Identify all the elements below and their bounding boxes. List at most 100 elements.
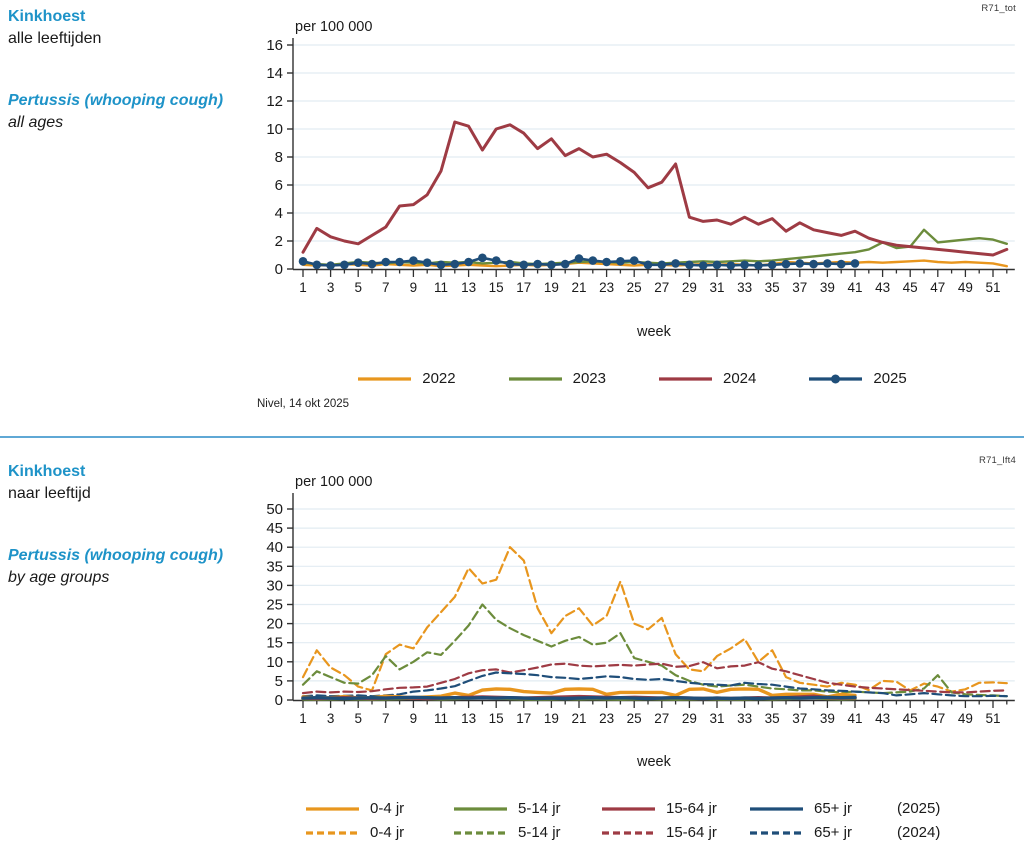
svg-text:47: 47 [930, 711, 945, 726]
svg-text:19: 19 [544, 280, 559, 295]
svg-text:27: 27 [654, 280, 669, 295]
top-x-axis-labels: 1357911131517192123252729313335373941434… [299, 270, 1007, 296]
svg-text:5: 5 [275, 673, 283, 690]
svg-text:5: 5 [354, 280, 362, 295]
svg-text:3: 3 [327, 280, 335, 295]
svg-text:3: 3 [327, 711, 335, 726]
svg-text:9: 9 [410, 711, 418, 726]
legend-line-swatch [749, 802, 804, 816]
legend-item-0-4-jr-2025: 0-4 jr [305, 800, 453, 817]
svg-text:7: 7 [382, 280, 390, 295]
top-y-unit-label: per 100 000 [295, 19, 372, 35]
svg-text:19: 19 [544, 711, 559, 726]
svg-text:37: 37 [792, 280, 807, 295]
svg-text:41: 41 [847, 711, 862, 726]
top-y-axis-labels: 0246810121416 [266, 37, 293, 278]
svg-text:40: 40 [266, 539, 283, 556]
bottom-y-unit-label: per 100 000 [295, 474, 372, 490]
top-series-2025 [299, 253, 860, 269]
svg-text:47: 47 [930, 280, 945, 295]
svg-text:50: 50 [266, 501, 283, 518]
legend-item-0-4-jr-2024: 0-4 jr [305, 824, 453, 841]
svg-text:15: 15 [489, 280, 504, 295]
svg-text:49: 49 [958, 711, 973, 726]
svg-text:4: 4 [275, 205, 283, 222]
bottom-chart-legend: 0-4 jr5-14 jr15-64 jr65+ jr(2025)0-4 jr5… [250, 800, 1014, 841]
svg-text:25: 25 [266, 597, 283, 614]
bottom-series-15-64-jr-2024- [303, 662, 1007, 693]
svg-text:21: 21 [571, 711, 586, 726]
legend-item-15-64-jr-2024: 15-64 jr [601, 824, 749, 841]
legend-item-2025: 2025 [808, 370, 906, 387]
legend-item-0-4-jr-2024-label: 0-4 jr [370, 824, 404, 841]
svg-text:33: 33 [737, 280, 752, 295]
legend-item-2023-label: 2023 [573, 370, 606, 387]
svg-text:0: 0 [275, 692, 283, 709]
legend-item-0-4-jr-2025-label: 0-4 jr [370, 800, 404, 817]
bottom-series-65+-jr-2025- [303, 697, 855, 698]
top-chart: 0246810121416135791113151719212325272931… [0, 0, 1024, 348]
legend-item-2024-label: 2024 [723, 370, 756, 387]
legend-line-swatch [305, 802, 360, 816]
svg-text:31: 31 [709, 711, 724, 726]
svg-text:35: 35 [765, 711, 780, 726]
svg-text:10: 10 [266, 121, 283, 138]
legend-item-5-14-jr-2025-label: 5-14 jr [518, 800, 561, 817]
top-series-2023 [303, 230, 1007, 265]
svg-text:15: 15 [266, 635, 283, 652]
legend-item-2023: 2023 [508, 370, 606, 387]
svg-text:43: 43 [875, 711, 890, 726]
svg-text:1: 1 [299, 711, 307, 726]
svg-text:29: 29 [682, 711, 697, 726]
svg-text:0: 0 [275, 261, 283, 278]
svg-text:23: 23 [599, 280, 614, 295]
legend-item-15-64-jr-2024-label: 15-64 jr [666, 824, 717, 841]
svg-text:13: 13 [461, 280, 476, 295]
svg-text:51: 51 [985, 711, 1000, 726]
svg-text:23: 23 [599, 711, 614, 726]
bottom-legend-row-2025: 0-4 jr5-14 jr15-64 jr65+ jr(2025) [305, 800, 959, 817]
bottom-series-0-4-jr-2024- [303, 547, 1007, 691]
legend-item-2025-label: 2025 [873, 370, 906, 387]
bottom-y-axis-labels: 05101520253035404550 [266, 501, 293, 709]
bottom-x-axis-labels: 1357911131517192123252729313335373941434… [299, 701, 1007, 727]
svg-text:45: 45 [266, 520, 283, 537]
svg-text:51: 51 [985, 280, 1000, 295]
svg-text:35: 35 [266, 558, 283, 575]
svg-text:39: 39 [820, 711, 835, 726]
bottom-gridlines [293, 509, 1015, 681]
top-gridlines [293, 45, 1015, 241]
svg-text:43: 43 [875, 280, 890, 295]
legend-item-5-14-jr-2024: 5-14 jr [453, 824, 601, 841]
svg-text:17: 17 [516, 711, 531, 726]
svg-text:41: 41 [847, 280, 862, 295]
svg-text:5: 5 [354, 711, 362, 726]
svg-text:10: 10 [266, 654, 283, 671]
svg-text:49: 49 [958, 280, 973, 295]
legend-year-2024: (2024) [897, 824, 959, 841]
bottom-chart: 0510152025303540455013579111315171921232… [0, 450, 1024, 785]
top-chart-legend: 2022 2023 2024 2025 [250, 370, 1014, 387]
svg-text:1: 1 [299, 280, 307, 295]
svg-text:14: 14 [266, 65, 283, 82]
bottom-x-axis-title: week [636, 754, 672, 770]
legend-item-2022: 2022 [357, 370, 455, 387]
svg-text:33: 33 [737, 711, 752, 726]
legend-line-swatch [453, 802, 508, 816]
legend-line-swatch [453, 826, 508, 840]
svg-text:21: 21 [571, 280, 586, 295]
legend-line-swatch [601, 826, 656, 840]
legend-line-swatch [357, 372, 412, 386]
svg-text:27: 27 [654, 711, 669, 726]
legend-line-swatch [658, 372, 713, 386]
source-note: Nivel, 14 okt 2025 [257, 398, 349, 410]
svg-text:11: 11 [434, 280, 448, 295]
legend-item-65+-jr-2025: 65+ jr [749, 800, 897, 817]
top-x-axis-title: week [636, 324, 672, 340]
legend-item-65+-jr-2024-label: 65+ jr [814, 824, 852, 841]
svg-text:6: 6 [275, 177, 283, 194]
legend-item-65+-jr-2024: 65+ jr [749, 824, 897, 841]
legend-line-swatch [305, 826, 360, 840]
svg-text:37: 37 [792, 711, 807, 726]
svg-text:25: 25 [627, 711, 642, 726]
